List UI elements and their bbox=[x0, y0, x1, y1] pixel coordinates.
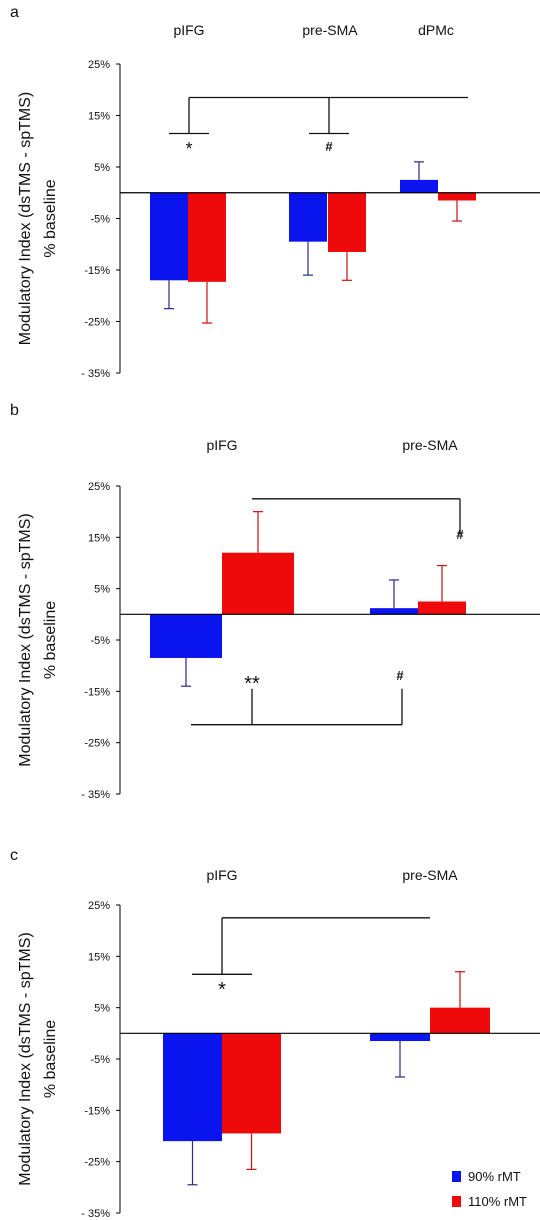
bar bbox=[370, 608, 418, 615]
significance-marker: * bbox=[218, 979, 226, 1001]
bar bbox=[430, 1007, 490, 1034]
significance-marker: # bbox=[396, 668, 404, 683]
category-label: pIFG bbox=[206, 437, 237, 453]
y-tick-label: -5% bbox=[90, 1054, 110, 1066]
category-label: pre-SMA bbox=[402, 867, 458, 883]
significance-marker: # bbox=[456, 527, 464, 542]
significance-marker: * bbox=[185, 139, 192, 159]
y-tick-label: -5% bbox=[90, 635, 110, 647]
panel-label: a bbox=[10, 4, 19, 21]
bar bbox=[289, 192, 327, 242]
y-tick-label: - 35% bbox=[81, 368, 110, 380]
bar bbox=[370, 1033, 430, 1042]
category-label: pre-SMA bbox=[402, 437, 458, 453]
y-tick-label: -15% bbox=[84, 265, 110, 277]
y-tick-label: -15% bbox=[84, 1105, 110, 1117]
y-axis-label: % baseline bbox=[42, 1020, 59, 1098]
bar bbox=[188, 192, 226, 282]
y-tick-label: -25% bbox=[84, 1157, 110, 1169]
significance-marker: # bbox=[325, 139, 333, 154]
y-axis-label: % baseline bbox=[42, 179, 59, 257]
category-label: dPMc bbox=[418, 22, 454, 38]
y-tick-label: - 35% bbox=[81, 789, 110, 801]
legend: 90% rMT 110% rMT bbox=[452, 1169, 527, 1209]
bar bbox=[150, 192, 188, 281]
y-tick-label: 25% bbox=[88, 481, 110, 493]
y-tick-label: 15% bbox=[88, 111, 110, 123]
panel-label: c bbox=[10, 847, 18, 864]
y-tick-label: 15% bbox=[88, 532, 110, 544]
legend-label: 90% rMT bbox=[468, 1169, 521, 1184]
y-tick-label: 5% bbox=[94, 1003, 110, 1015]
bar bbox=[150, 614, 222, 658]
legend-swatch bbox=[452, 1196, 461, 1207]
y-axis-label: Modulatory Index (dsTMS - spTMS) bbox=[17, 92, 34, 345]
y-tick-label: 15% bbox=[88, 951, 110, 963]
chart-panel-b: b pIFG pre-SMA Modulatory Index (dsTMS - sp… bbox=[10, 402, 540, 801]
y-tick-label: 5% bbox=[94, 162, 110, 174]
category-label: pIFG bbox=[173, 22, 204, 38]
y-tick-label: -5% bbox=[90, 214, 110, 226]
y-tick-label: -25% bbox=[84, 317, 110, 329]
chart-panel-a: a pIFG pre-SMA dPMc Modulatory Index (dsTMS … bbox=[10, 4, 540, 380]
bar bbox=[222, 552, 294, 615]
y-axis-label: % baseline bbox=[42, 601, 59, 679]
bar bbox=[163, 1033, 222, 1142]
bar bbox=[222, 1033, 281, 1134]
y-tick-label: - 35% bbox=[81, 1208, 110, 1220]
y-tick-label: -15% bbox=[84, 686, 110, 698]
legend-label: 110% rMT bbox=[468, 1194, 527, 1209]
y-tick-label: 5% bbox=[94, 584, 110, 596]
bar bbox=[400, 179, 438, 193]
category-label: pIFG bbox=[206, 867, 237, 883]
chart-panel-c: c pIFG pre-SMA Modulatory Index (dsTMS - sp… bbox=[10, 847, 540, 1220]
bar bbox=[328, 192, 366, 252]
y-tick-label: 25% bbox=[88, 900, 110, 912]
legend-swatch bbox=[452, 1171, 461, 1182]
category-label: pre-SMA bbox=[302, 22, 358, 38]
y-tick-label: -25% bbox=[84, 738, 110, 750]
significance-marker: ** bbox=[244, 673, 260, 695]
panel-label: b bbox=[10, 402, 19, 419]
y-axis-label: Modulatory Index (dsTMS - spTMS) bbox=[17, 513, 34, 766]
y-tick-label: 25% bbox=[88, 59, 110, 71]
bar bbox=[418, 601, 466, 615]
y-axis-label: Modulatory Index (dsTMS - spTMS) bbox=[17, 932, 34, 1185]
bar bbox=[438, 192, 476, 201]
